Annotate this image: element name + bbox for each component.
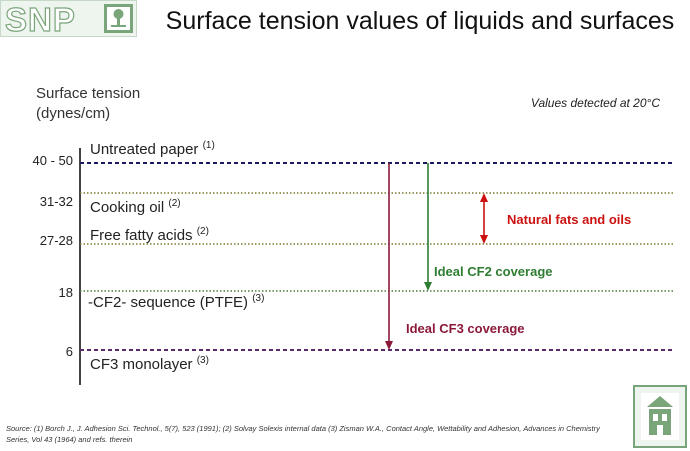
label-free-fatty-acids-text: Free fatty acids xyxy=(90,227,193,244)
label-cf3-monolayer-ref: (3) xyxy=(196,355,209,366)
label-cooking-oil: Cooking oil (2) xyxy=(90,198,181,216)
source-footnote: Source: (1) Borch J., J. Adhesion Sci. T… xyxy=(6,424,600,444)
y-axis-label-line-2: (dynes/cm) xyxy=(36,105,111,122)
label-free-fatty-acids-ref: (2) xyxy=(196,226,209,237)
snp-logo-text: SNP xyxy=(4,0,76,38)
label-ptfe-ref: (3) xyxy=(252,293,265,304)
y-tick-40-50: 40 - 50 xyxy=(32,153,73,168)
ideal-cf3-arrow xyxy=(385,163,393,350)
tree-emblem-icon xyxy=(104,4,133,33)
y-tick-6: 6 xyxy=(65,344,73,359)
building-emblem-icon xyxy=(633,385,687,448)
y-axis-label: Surface tension (dynes/cm) xyxy=(36,84,140,124)
ideal-cf3-label: Ideal CF3 coverage xyxy=(406,321,525,336)
label-untreated-paper-text: Untreated paper xyxy=(90,141,199,158)
natural-fats-arrow xyxy=(480,193,488,244)
label-ptfe-text: -CF2- sequence (PTFE) xyxy=(88,294,249,311)
y-axis-label-line-1: Surface tension xyxy=(36,85,141,102)
ideal-cf2-label: Ideal CF2 coverage xyxy=(434,264,553,279)
label-cooking-oil-ref: (2) xyxy=(168,198,181,209)
label-untreated-paper: Untreated paper (1) xyxy=(90,140,215,158)
label-ptfe: -CF2- sequence (PTFE) (3) xyxy=(88,293,264,311)
label-cf3-monolayer-text: CF3 monolayer xyxy=(90,356,193,373)
natural-fats-label: Natural fats and oils xyxy=(507,212,632,227)
temperature-note: Values detected at 20°C xyxy=(530,96,660,110)
label-cooking-oil-text: Cooking oil xyxy=(90,199,165,216)
ideal-cf2-arrow xyxy=(424,163,432,291)
y-tick-18: 18 xyxy=(58,285,73,300)
y-tick-27-28: 27-28 xyxy=(39,233,73,248)
label-cf3-monolayer: CF3 monolayer (3) xyxy=(90,355,209,373)
page-title: Surface tension values of liquids and su… xyxy=(165,7,675,35)
y-tick-31-32: 31-32 xyxy=(39,194,73,209)
label-untreated-paper-ref: (1) xyxy=(202,140,215,151)
snp-logo: SNP xyxy=(0,0,137,39)
label-free-fatty-acids: Free fatty acids (2) xyxy=(90,226,209,244)
